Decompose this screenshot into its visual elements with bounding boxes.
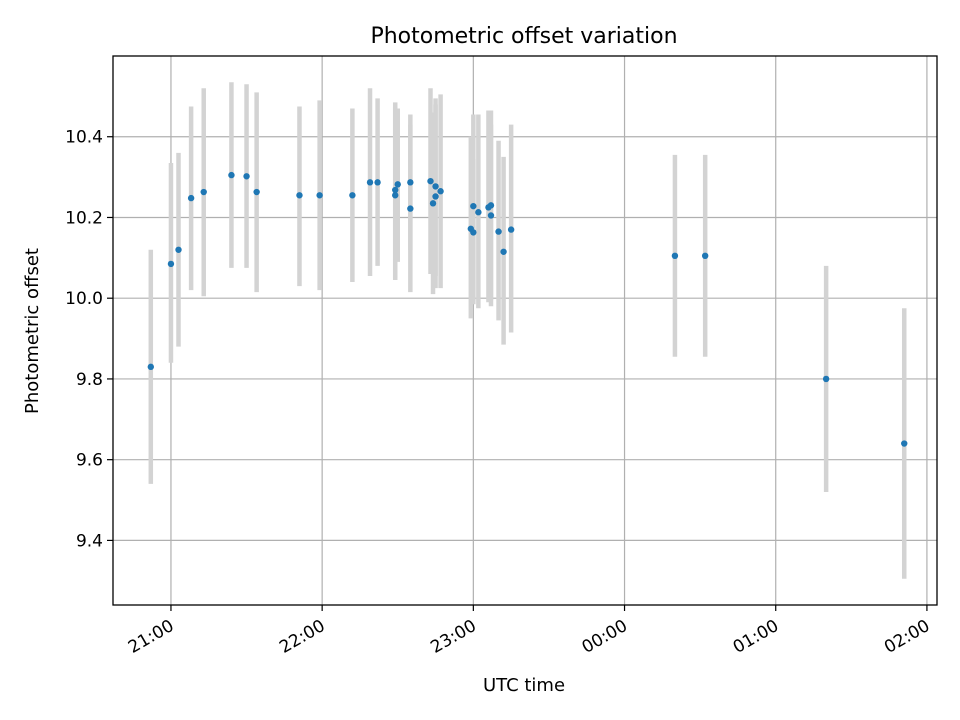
data-point xyxy=(701,252,709,260)
data-point xyxy=(175,246,182,253)
data-point xyxy=(500,248,507,255)
data-point xyxy=(407,205,414,212)
data-point xyxy=(392,186,399,194)
data-point xyxy=(187,194,195,202)
chart-title: Photometric offset variation xyxy=(370,24,677,49)
data-point xyxy=(432,183,439,190)
data-point xyxy=(407,179,414,186)
data-point xyxy=(432,193,439,200)
data-point xyxy=(437,188,444,195)
data-point xyxy=(167,260,175,268)
data-point xyxy=(147,363,154,371)
data-point xyxy=(243,173,250,180)
data-point xyxy=(316,192,323,199)
data-point xyxy=(429,200,437,207)
data-point xyxy=(671,252,679,260)
data-point xyxy=(296,192,303,199)
data-point xyxy=(901,440,908,447)
y-tick-label: 10.2 xyxy=(65,208,103,228)
data-point xyxy=(200,188,207,196)
data-point xyxy=(394,181,401,188)
data-point xyxy=(487,212,495,219)
data-point xyxy=(470,202,477,210)
data-point xyxy=(507,226,515,233)
plot-frame xyxy=(112,55,938,606)
y-axis-ticks: 9.4 9.6 9.8 10.0 10.2 10.4 xyxy=(65,128,113,551)
y-axis-label: Photometric offset xyxy=(22,248,43,414)
data-point xyxy=(392,192,399,199)
x-axis-label: UTC time xyxy=(483,675,565,696)
data-point xyxy=(822,375,830,383)
data-point xyxy=(487,202,495,209)
y-tick-label: 9.4 xyxy=(76,531,103,551)
data-point xyxy=(253,188,260,196)
data-point xyxy=(349,192,356,199)
data-point xyxy=(366,179,374,186)
data-point xyxy=(495,228,502,235)
data-point xyxy=(228,171,235,179)
data-points xyxy=(147,171,908,447)
y-tick-label: 10.0 xyxy=(65,289,103,309)
y-tick-label: 9.8 xyxy=(76,370,103,390)
data-point xyxy=(374,179,381,186)
y-tick-label: 10.4 xyxy=(65,128,103,148)
data-point xyxy=(427,177,434,185)
y-tick-label: 9.6 xyxy=(76,451,103,471)
data-point xyxy=(475,209,482,216)
data-point xyxy=(470,229,477,236)
